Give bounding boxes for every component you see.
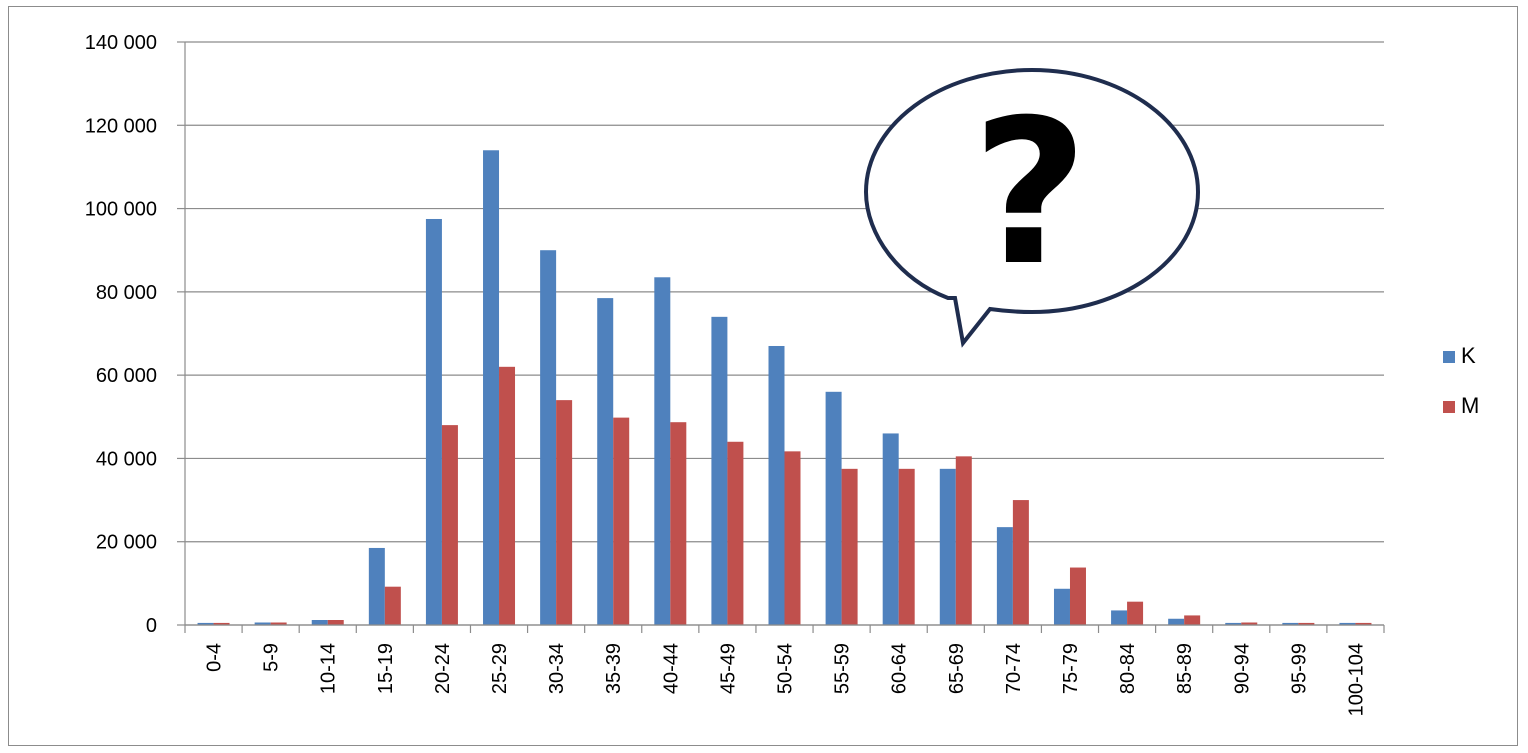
bar-m-55-59 — [841, 468, 858, 625]
y-tick-label: 40 000 — [96, 448, 157, 470]
bar-m-50-54 — [784, 451, 801, 625]
bar-k-75-79 — [1053, 588, 1070, 625]
x-tick-label: 100-104 — [1345, 643, 1367, 716]
y-axis-tick-labels: 0 20 000 40 000 60 000 80 000 100 000 120 000 1… — [85, 32, 157, 637]
legend-label-m: M — [1461, 393, 1479, 418]
bar-k-15-19 — [368, 547, 385, 625]
x-tick-label: 40-44 — [660, 643, 682, 694]
x-tick-label: 10-14 — [318, 643, 340, 694]
bar-m-15-19 — [384, 586, 401, 625]
bar-k-70-74 — [996, 527, 1013, 625]
bar-k-10-14 — [311, 620, 328, 625]
bar-k-40-44 — [654, 277, 671, 625]
x-tick-label: 5-9 — [261, 643, 283, 672]
x-tick-label: 50-54 — [775, 643, 797, 694]
bar-k-100-104 — [1339, 622, 1356, 625]
bar-k-60-64 — [882, 433, 899, 625]
x-tick-label: 15-19 — [375, 643, 397, 694]
bar-k-85-89 — [1168, 618, 1185, 625]
legend-swatch-m — [1443, 401, 1455, 413]
bar-m-10-14 — [327, 620, 344, 625]
bars — [197, 150, 1372, 625]
y-tick-label: 140 000 — [85, 32, 157, 54]
x-tick-label: 45-49 — [717, 643, 739, 694]
y-tick-label: 100 000 — [85, 199, 157, 221]
bar-m-80-84 — [1127, 601, 1144, 625]
bar-k-0-4 — [197, 622, 214, 625]
bar-m-45-49 — [727, 441, 744, 625]
y-tick-label: 60 000 — [96, 365, 157, 387]
bar-m-5-9 — [270, 622, 287, 625]
bar-k-20-24 — [425, 218, 442, 625]
x-tick-label: 60-64 — [889, 643, 911, 694]
bar-k-50-54 — [768, 345, 785, 625]
legend: KM — [1443, 343, 1479, 418]
x-tick-label: 30-34 — [546, 643, 568, 694]
speech-bubble: ? — [863, 67, 1201, 348]
axes — [184, 42, 1385, 633]
bar-k-65-69 — [939, 468, 956, 625]
bar-m-60-64 — [898, 468, 915, 625]
bar-k-80-84 — [1111, 610, 1128, 625]
bar-m-0-4 — [213, 622, 230, 625]
bar-m-40-44 — [670, 422, 687, 625]
bar-m-30-34 — [556, 400, 573, 625]
x-tick-label: 35-39 — [603, 643, 625, 694]
x-tick-label: 80-84 — [1117, 643, 1139, 694]
bar-k-55-59 — [825, 391, 842, 625]
question-mark-text: ? — [972, 77, 1088, 310]
bar-k-5-9 — [254, 622, 271, 625]
bar-k-25-29 — [483, 150, 500, 625]
x-tick-label: 70-74 — [1003, 643, 1025, 694]
bar-k-30-34 — [540, 250, 557, 625]
x-tick-label: 90-94 — [1231, 643, 1253, 694]
bar-m-70-74 — [1012, 500, 1029, 625]
legend-swatch-k — [1443, 351, 1455, 363]
x-tick-label: 20-24 — [432, 643, 454, 694]
bar-k-35-39 — [597, 298, 614, 625]
legend-label-k: K — [1461, 343, 1476, 368]
y-tick-label: 120 000 — [85, 115, 157, 137]
bar-m-35-39 — [613, 417, 630, 625]
x-tick-label: 75-79 — [1060, 643, 1082, 694]
y-tick-label: 0 — [146, 615, 157, 637]
bar-m-85-89 — [1184, 615, 1201, 625]
y-tick-label: 20 000 — [96, 532, 157, 554]
bar-m-25-29 — [499, 366, 516, 625]
bar-k-45-49 — [711, 316, 728, 625]
x-axis-tick-labels: 0-4 5-9 10-14 15-19 20-24 25-29 30-34 35-39 40-4… — [204, 643, 1368, 716]
bar-k-95-99 — [1282, 622, 1299, 625]
bar-m-95-99 — [1298, 622, 1315, 625]
x-tick-label: 65-69 — [946, 643, 968, 694]
speech-bubble-shape — [863, 67, 1201, 348]
x-tick-label: 85-89 — [1174, 643, 1196, 694]
bar-m-90-94 — [1241, 622, 1258, 625]
x-tick-label: 0-4 — [204, 643, 226, 672]
bar-k-90-94 — [1225, 622, 1242, 625]
x-tick-label: 95-99 — [1288, 643, 1310, 694]
bar-m-20-24 — [441, 425, 458, 625]
bar-m-75-79 — [1069, 567, 1086, 625]
x-tick-label: 55-59 — [832, 643, 854, 694]
x-tick-label: 25-29 — [489, 643, 511, 694]
y-tick-label: 80 000 — [96, 282, 157, 304]
bar-m-100-104 — [1355, 622, 1372, 625]
bar-m-65-69 — [955, 456, 972, 625]
